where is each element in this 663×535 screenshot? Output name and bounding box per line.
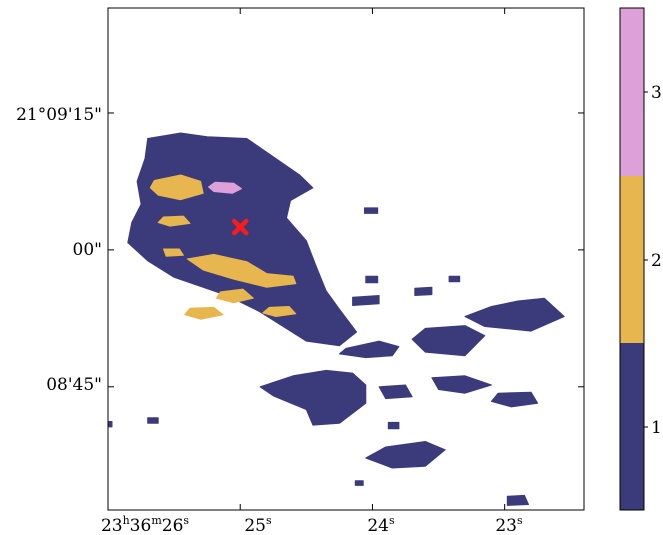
region-blob-small-f <box>387 421 400 430</box>
region-blob-lower-right <box>431 375 492 394</box>
region-layer <box>108 132 565 506</box>
plot-frame <box>107 7 585 511</box>
colorbar-frame <box>619 7 645 511</box>
region-gold-g <box>163 248 184 257</box>
x-axis: 23h36m26s 25s 24s 23s <box>101 8 523 535</box>
colorbar-segment-2 <box>620 176 644 343</box>
region-blob-right <box>464 297 565 332</box>
y-tick-marks <box>108 112 584 388</box>
region-gold-d <box>215 288 254 304</box>
y-tick-label-00: 00" <box>73 240 102 260</box>
x-tick-label-25s: 25s <box>244 514 272 535</box>
region-blob-right-mid <box>411 325 486 357</box>
source-marker-x <box>231 218 249 236</box>
y-tick-label-08-45: 08'45" <box>46 375 102 395</box>
region-blob-small-e <box>364 207 379 214</box>
region-blob-small-a <box>352 295 380 306</box>
colorbar: 1 2 3 <box>619 7 662 511</box>
region-blob-small-d <box>414 286 433 296</box>
map-plot-area <box>107 7 585 511</box>
region-gold-a <box>149 174 204 201</box>
region-blob-small-b <box>506 494 529 506</box>
region-blob-small-h <box>147 417 159 424</box>
region-gold-e <box>262 306 297 317</box>
region-gold-c <box>184 306 224 320</box>
x-tick-label-24s: 24s <box>367 514 395 535</box>
x-tick-marks <box>107 8 506 510</box>
region-blob-small-j <box>448 275 461 283</box>
region-blob-small-i <box>108 421 113 428</box>
region-pink-a <box>208 181 242 194</box>
region-blob-small-c <box>365 275 379 284</box>
x-tick-label-23s: 23s <box>495 514 523 535</box>
colorbar-label-2: 2 <box>651 251 662 271</box>
region-gold-b <box>186 253 297 288</box>
y-tick-label-21-09-15: 21°09'15" <box>16 105 102 125</box>
marker-layer <box>231 218 249 236</box>
region-blob-lower-mid <box>259 369 367 426</box>
colorbar-segment-1 <box>620 343 644 510</box>
colorbar-segment-3 <box>620 8 644 176</box>
region-blob-far-right <box>490 391 539 408</box>
region-blob-small-g <box>354 480 364 486</box>
region-blob-mid <box>338 340 400 359</box>
x-tick-label-23h36m26s: 23h36m26s <box>101 514 189 535</box>
region-gold-f <box>157 215 191 227</box>
colorbar-label-3: 3 <box>651 83 662 103</box>
region-blob-lower-small <box>378 384 413 400</box>
y-axis: 21°09'15" 00" 08'45" <box>16 105 584 395</box>
colorbar-label-1: 1 <box>651 418 662 438</box>
region-blob-bottom <box>365 441 446 469</box>
